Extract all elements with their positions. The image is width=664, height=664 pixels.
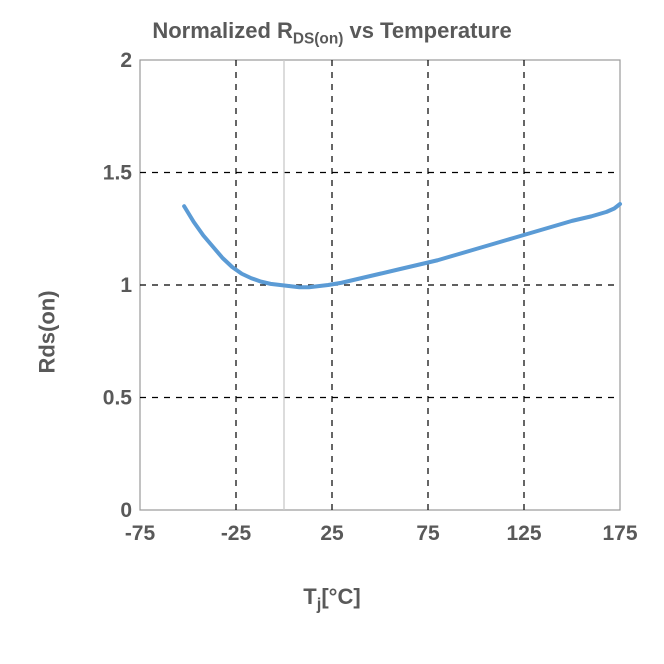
ytick-label: 0	[120, 499, 132, 522]
ytick-label: 1	[120, 274, 132, 297]
xtick-label: -75	[125, 522, 156, 545]
ytick-label: 0.5	[103, 387, 133, 410]
ytick-label: 1.5	[103, 162, 133, 185]
ytick-label: 2	[120, 49, 132, 72]
chart-container: Normalized RDS(on) vs Temperature Rds(on…	[0, 0, 664, 664]
chart-svg: 0 0.5 1 1.5 2 -75 -25 25 75 125 175	[0, 0, 664, 664]
xtick-label: 175	[602, 522, 637, 545]
xtick-label: 25	[320, 522, 344, 545]
xtick-label: 125	[506, 522, 541, 545]
xtick-label: -25	[221, 522, 252, 545]
xtick-label: 75	[416, 522, 440, 545]
data-series	[184, 204, 620, 287]
